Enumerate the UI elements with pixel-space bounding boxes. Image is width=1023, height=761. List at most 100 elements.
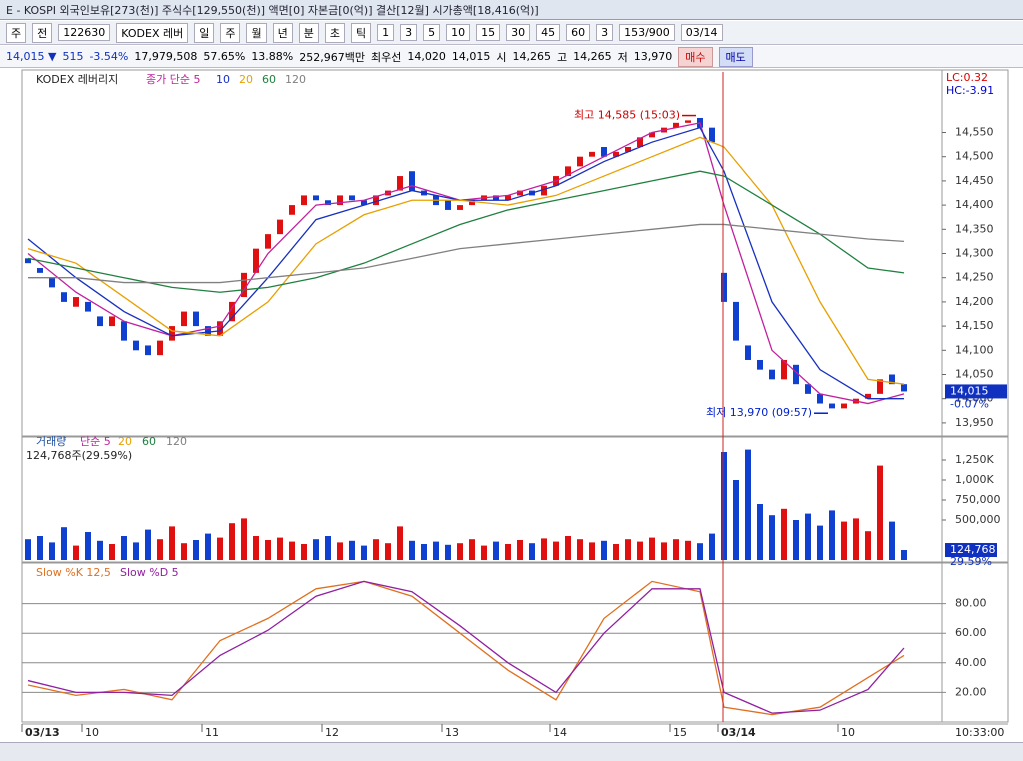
toolbar: 주 전 122630 KODEX 레버 일 주 월 년 분 초 틱 1 3 5 10 15 30 45 60 3 153… xyxy=(0,21,1023,45)
tool-button[interactable]: 월 xyxy=(246,22,267,43)
tool-button[interactable]: 60 xyxy=(566,24,591,41)
candle-body xyxy=(901,384,907,392)
y-tick-label: 13,950 xyxy=(955,416,994,429)
volume-bar xyxy=(25,539,31,560)
volume-bar xyxy=(589,542,595,560)
volume-bar xyxy=(373,539,379,560)
candle-body xyxy=(685,120,691,123)
tool-button[interactable]: 45 xyxy=(536,24,561,41)
y-tick-label: 14,550 xyxy=(955,126,994,139)
candle-body xyxy=(457,205,463,210)
candle-body xyxy=(289,205,295,215)
tool-button[interactable]: 전 xyxy=(32,22,53,43)
volume-bar xyxy=(601,540,607,560)
current-price: 14,015 xyxy=(950,384,989,397)
tool-button[interactable]: 03/14 xyxy=(680,24,723,41)
volume-bar xyxy=(877,465,883,560)
volume-bar xyxy=(457,543,463,560)
y-tick-label: 14,100 xyxy=(955,343,994,356)
candle-body xyxy=(709,127,715,143)
lc-label: LC:0.32 xyxy=(946,71,988,84)
volume-bar xyxy=(265,540,271,560)
candle-body xyxy=(409,171,415,191)
status-bar xyxy=(0,742,1023,761)
volume-bar xyxy=(169,526,175,560)
quote-field[interactable]: 매수 xyxy=(678,46,713,67)
time-tick-label: 13 xyxy=(445,726,459,739)
tool-button[interactable]: 분 xyxy=(298,22,319,43)
candle-body xyxy=(601,147,607,157)
tool-button[interactable]: 년 xyxy=(272,22,293,43)
tool-button[interactable]: 3 xyxy=(596,24,614,41)
tool-button[interactable]: 30 xyxy=(506,24,531,41)
candle-body xyxy=(625,147,631,152)
quote-field: 515 xyxy=(62,50,84,63)
tool-button[interactable]: 1 xyxy=(377,24,395,41)
moving-average xyxy=(27,136,905,385)
volume-bar xyxy=(145,529,151,560)
time-tick-label: 03/13 xyxy=(25,726,60,739)
current-price-box xyxy=(945,384,1007,399)
tool-button[interactable]: KODEX 레버 xyxy=(116,22,189,43)
quote-field: 14,015 ▼ xyxy=(6,50,57,63)
candle-body xyxy=(733,301,739,341)
tool-button[interactable]: 초 xyxy=(324,22,345,43)
volume-bar xyxy=(109,544,115,560)
volume-bar xyxy=(517,540,523,560)
tool-button[interactable]: 3 xyxy=(400,24,418,41)
candle-body xyxy=(757,359,763,370)
volume-bar xyxy=(193,540,199,560)
time-tick-label: 15 xyxy=(673,726,687,739)
tool-button[interactable]: 주 xyxy=(220,22,241,43)
time-tick-label: 12 xyxy=(325,726,339,739)
legend-entry: 20 xyxy=(118,435,132,448)
quote-field: 고 xyxy=(557,50,568,64)
chart: 14,550 14,500 14,450 14,400 14,350 14,300 14,2… xyxy=(21,69,1009,739)
volume-bar xyxy=(697,543,703,560)
legend-entry: 20 xyxy=(239,73,253,86)
volume-bar xyxy=(421,544,427,560)
quote-field: 14,265 xyxy=(512,50,552,63)
tool-button[interactable]: 주 xyxy=(6,22,27,43)
candle-body xyxy=(37,268,43,273)
volume-bar xyxy=(709,533,715,560)
quote-field[interactable]: 매도 xyxy=(718,46,753,67)
current-volume-box xyxy=(945,543,997,558)
candle-body xyxy=(565,166,571,177)
y-tick-label: 1,250K xyxy=(955,453,994,466)
tool-button[interactable]: 15 xyxy=(476,24,501,41)
volume-bar xyxy=(829,510,835,560)
y-tick-label: 14,350 xyxy=(955,222,994,235)
candle-body xyxy=(265,234,271,249)
volume-pct: 29.59% xyxy=(950,555,992,568)
candle-body xyxy=(217,321,223,336)
candle-body xyxy=(877,379,883,394)
volume-bar xyxy=(385,543,391,560)
y-tick-label: 80.00 xyxy=(955,597,987,610)
y-tick-label: 750,000 xyxy=(955,493,1001,506)
quote-field: 최우선 xyxy=(371,50,402,64)
y-tick-label: 14,450 xyxy=(955,174,994,187)
candle-body xyxy=(49,277,55,288)
tool-button[interactable]: 153/900 xyxy=(619,24,675,41)
volume-bar xyxy=(313,539,319,560)
volume-bar xyxy=(301,544,307,560)
y-tick-label: 14,250 xyxy=(955,271,994,284)
tool-button[interactable]: 5 xyxy=(423,24,441,41)
candle-body xyxy=(121,321,127,341)
candle-body xyxy=(229,301,235,322)
legend-entry: 10 xyxy=(216,73,230,86)
tool-button[interactable]: 122630 xyxy=(58,24,111,41)
tool-button[interactable]: 10 xyxy=(446,24,471,41)
candle-body xyxy=(673,122,679,128)
volume-bar xyxy=(85,532,91,560)
tool-button[interactable]: 틱 xyxy=(350,22,372,43)
candle-body xyxy=(301,195,307,206)
candle-body xyxy=(241,272,247,298)
time-tick-label: 14 xyxy=(553,726,567,739)
legend-entry: Slow %D 5 xyxy=(120,566,179,579)
candle-body xyxy=(325,200,331,206)
tool-button[interactable]: 일 xyxy=(194,22,215,43)
volume-bar xyxy=(253,536,259,560)
candle-body xyxy=(157,340,163,356)
